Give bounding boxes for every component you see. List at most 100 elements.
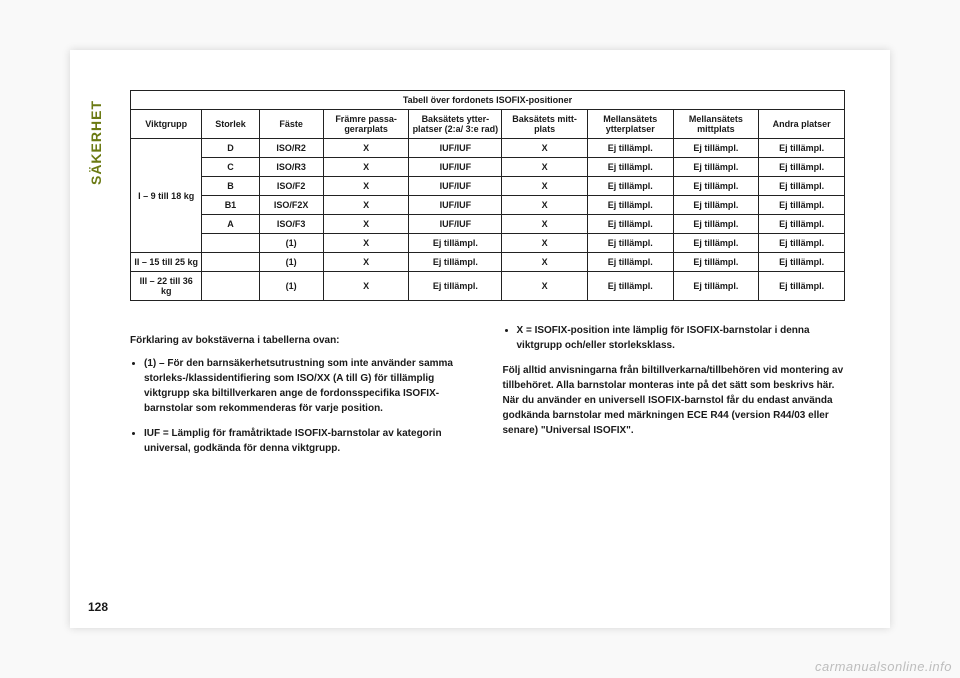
explanation-list: X = ISOFIX-position inte lämplig för ISO… bbox=[503, 323, 846, 353]
cell: Ej tillämpl. bbox=[587, 272, 673, 301]
th-middle-outer: Mellansätets ytterplatser bbox=[587, 110, 673, 139]
table-title: Tabell över fordonets ISOFIX-positioner bbox=[131, 91, 845, 110]
cell: (1) bbox=[259, 272, 323, 301]
table-row: C ISO/R3 X IUF/IUF X Ej tillämpl. Ej til… bbox=[131, 158, 845, 177]
cell: Ej tillämpl. bbox=[759, 234, 845, 253]
table-row: A ISO/F3 X IUF/IUF X Ej tillämpl. Ej til… bbox=[131, 215, 845, 234]
cell: (1) bbox=[259, 234, 323, 253]
cell: Ej tillämpl. bbox=[409, 234, 502, 253]
cell: Ej tillämpl. bbox=[587, 234, 673, 253]
explanation-left-col: Förklaring av bokstäverna i tabellerna o… bbox=[130, 323, 473, 466]
cell: Ej tillämpl. bbox=[587, 177, 673, 196]
cell bbox=[202, 234, 259, 253]
page-number: 128 bbox=[88, 600, 108, 614]
cell-group-i: I – 9 till 18 kg bbox=[131, 139, 202, 253]
cell: X bbox=[323, 177, 409, 196]
cell: Ej tillämpl. bbox=[673, 215, 759, 234]
cell: D bbox=[202, 139, 259, 158]
cell: Ej tillämpl. bbox=[673, 139, 759, 158]
th-size: Storlek bbox=[202, 110, 259, 139]
cell: ISO/F2X bbox=[259, 196, 323, 215]
cell: ISO/F3 bbox=[259, 215, 323, 234]
table-row: I – 9 till 18 kg D ISO/R2 X IUF/IUF X Ej… bbox=[131, 139, 845, 158]
th-fixture: Fäste bbox=[259, 110, 323, 139]
page-container: SÄKERHET Tabell över fordonets ISOFIX-po… bbox=[0, 0, 960, 678]
cell: X bbox=[502, 253, 588, 272]
cell: X bbox=[502, 139, 588, 158]
th-weight-group: Viktgrupp bbox=[131, 110, 202, 139]
cell bbox=[202, 253, 259, 272]
isofix-table: Tabell över fordonets ISOFIX-positioner … bbox=[130, 90, 845, 301]
table-row: II – 15 till 25 kg (1) X Ej tillämpl. X … bbox=[131, 253, 845, 272]
cell: Ej tillämpl. bbox=[759, 177, 845, 196]
cell: Ej tillämpl. bbox=[409, 253, 502, 272]
table-row: B ISO/F2 X IUF/IUF X Ej tillämpl. Ej til… bbox=[131, 177, 845, 196]
th-front-passenger: Främre passa- gerarplats bbox=[323, 110, 409, 139]
side-section-label: SÄKERHET bbox=[88, 100, 104, 185]
cell: ISO/F2 bbox=[259, 177, 323, 196]
cell: X bbox=[323, 158, 409, 177]
explanation-right-col: X = ISOFIX-position inte lämplig för ISO… bbox=[503, 323, 846, 466]
cell: X bbox=[502, 215, 588, 234]
cell: X bbox=[323, 234, 409, 253]
cell: Ej tillämpl. bbox=[759, 215, 845, 234]
table-row: B1 ISO/F2X X IUF/IUF X Ej tillämpl. Ej t… bbox=[131, 196, 845, 215]
th-rear-center: Baksätets mitt- plats bbox=[502, 110, 588, 139]
table-row: (1) X Ej tillämpl. X Ej tillämpl. Ej til… bbox=[131, 234, 845, 253]
cell: X bbox=[502, 158, 588, 177]
cell: ISO/R2 bbox=[259, 139, 323, 158]
cell: Ej tillämpl. bbox=[759, 272, 845, 301]
cell: X bbox=[502, 196, 588, 215]
th-middle-center: Mellansätets mittplats bbox=[673, 110, 759, 139]
cell: Ej tillämpl. bbox=[587, 253, 673, 272]
cell: ISO/R3 bbox=[259, 158, 323, 177]
explanation-block: Förklaring av bokstäverna i tabellerna o… bbox=[130, 323, 845, 466]
cell: Ej tillämpl. bbox=[673, 253, 759, 272]
cell: Ej tillämpl. bbox=[587, 215, 673, 234]
cell: Ej tillämpl. bbox=[673, 158, 759, 177]
cell: Ej tillämpl. bbox=[409, 272, 502, 301]
cell: X bbox=[323, 215, 409, 234]
th-rear-outer: Baksätets ytter- platser (2:a/ 3:e rad) bbox=[409, 110, 502, 139]
page-inner: SÄKERHET Tabell över fordonets ISOFIX-po… bbox=[70, 50, 890, 628]
cell: Ej tillämpl. bbox=[587, 196, 673, 215]
cell: Ej tillämpl. bbox=[673, 234, 759, 253]
cell: B bbox=[202, 177, 259, 196]
th-other: Andra platser bbox=[759, 110, 845, 139]
cell: (1) bbox=[259, 253, 323, 272]
cell: B1 bbox=[202, 196, 259, 215]
cell: Ej tillämpl. bbox=[673, 196, 759, 215]
cell: Ej tillämpl. bbox=[759, 158, 845, 177]
table-body: I – 9 till 18 kg D ISO/R2 X IUF/IUF X Ej… bbox=[131, 139, 845, 301]
cell: X bbox=[502, 234, 588, 253]
cell: Ej tillämpl. bbox=[759, 253, 845, 272]
cell: IUF/IUF bbox=[409, 215, 502, 234]
cell: Ej tillämpl. bbox=[759, 196, 845, 215]
cell: C bbox=[202, 158, 259, 177]
cell: IUF/IUF bbox=[409, 158, 502, 177]
cell-group-iii: III – 22 till 36 kg bbox=[131, 272, 202, 301]
cell: Ej tillämpl. bbox=[759, 139, 845, 158]
cell: IUF/IUF bbox=[409, 177, 502, 196]
cell: A bbox=[202, 215, 259, 234]
explanation-heading: Förklaring av bokstäverna i tabellerna o… bbox=[130, 333, 473, 348]
cell: X bbox=[502, 272, 588, 301]
explanation-bullet: X = ISOFIX-position inte lämplig för ISO… bbox=[517, 323, 846, 353]
explanation-bullet: IUF = Lämplig för framåtriktade ISOFIX-b… bbox=[144, 426, 473, 456]
cell: X bbox=[323, 253, 409, 272]
explanation-bullet: (1) – För den barnsäkerhetsutrustning so… bbox=[144, 356, 473, 416]
footer-source-link: carmanualsonline.info bbox=[815, 659, 952, 674]
cell bbox=[202, 272, 259, 301]
table-row: III – 22 till 36 kg (1) X Ej tillämpl. X… bbox=[131, 272, 845, 301]
cell: IUF/IUF bbox=[409, 196, 502, 215]
cell: IUF/IUF bbox=[409, 139, 502, 158]
cell: X bbox=[502, 177, 588, 196]
cell: Ej tillämpl. bbox=[587, 158, 673, 177]
explanation-list: (1) – För den barnsäkerhetsutrustning so… bbox=[130, 356, 473, 456]
cell: Ej tillämpl. bbox=[673, 272, 759, 301]
cell: X bbox=[323, 196, 409, 215]
explanation-right-paragraph: Följ alltid anvisningarna från biltillve… bbox=[503, 363, 846, 438]
cell: X bbox=[323, 139, 409, 158]
cell-group-ii: II – 15 till 25 kg bbox=[131, 253, 202, 272]
cell: Ej tillämpl. bbox=[587, 139, 673, 158]
